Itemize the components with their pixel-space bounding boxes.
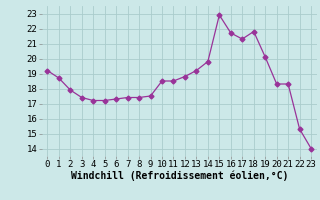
X-axis label: Windchill (Refroidissement éolien,°C): Windchill (Refroidissement éolien,°C) <box>70 171 288 181</box>
